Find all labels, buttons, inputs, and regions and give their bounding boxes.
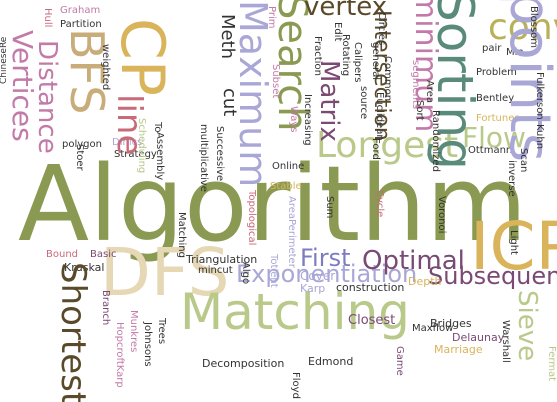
word-vertex: vertex xyxy=(304,0,387,20)
word-edit: Edit xyxy=(332,22,342,41)
word-karp: Karp xyxy=(300,283,325,294)
word-mincut: mincut xyxy=(198,266,233,276)
word-source: To xyxy=(152,122,162,133)
word-segments: Calipers xyxy=(352,42,362,83)
word-stoer: Assembly xyxy=(154,132,164,180)
word-depth: Depth xyxy=(408,276,442,287)
word-hopcroftkarp: Branch xyxy=(100,290,110,325)
word-trees: Johnsons xyxy=(142,322,152,367)
word-meth: Meth xyxy=(218,14,236,59)
word-delaunay: Delaunay xyxy=(452,332,504,343)
word-cp: CP xyxy=(112,18,172,96)
word-game: Fulkerson xyxy=(534,72,544,120)
word-multiplicative: Trees xyxy=(156,318,166,344)
word-increasing: Subset xyxy=(270,64,280,98)
word-subsequence: Subsequence xyxy=(428,264,557,288)
word-maxflow: Maxflow xyxy=(412,324,453,334)
word-general: general xyxy=(370,42,380,80)
word-first: First xyxy=(300,246,351,270)
word-bound: Bound xyxy=(46,250,78,260)
word-algo: Algo xyxy=(240,262,250,284)
word-light: Light xyxy=(508,230,518,255)
word-areaperimeter: AreaPerimeter xyxy=(286,196,296,268)
word-johnsons: Munkres xyxy=(128,310,138,352)
word-marriage: Marriage xyxy=(434,344,483,355)
word-inverse: Area xyxy=(424,80,434,103)
word-cut: cut xyxy=(220,88,238,116)
word-theorem: source xyxy=(358,86,368,119)
word-graham: Graham xyxy=(60,6,100,16)
word-online: Online xyxy=(272,162,304,172)
word-ways: Ways xyxy=(288,106,298,133)
word-kuhn: Scan xyxy=(518,148,528,172)
word-euclidean: Euclidean xyxy=(374,92,384,141)
word-successive: multiplicative xyxy=(198,124,208,192)
word-decomposition: Decomposition xyxy=(202,358,284,369)
word-subset: Totient xyxy=(268,254,278,288)
word-closest: Closest xyxy=(348,314,395,327)
word-fulkerson: Kuhn xyxy=(534,124,544,149)
word-branch: Matching xyxy=(176,212,186,258)
word-circles: Circles xyxy=(376,12,386,45)
word-sum: Sum xyxy=(324,196,334,218)
word-totient: Topological xyxy=(246,190,256,245)
word-fermat: Fermat xyxy=(546,346,556,381)
word-construction: construction xyxy=(336,282,404,293)
word-munkres: HopcroftKarp xyxy=(114,322,124,388)
word-area: Sort xyxy=(414,100,424,121)
word-floyd: Fraction xyxy=(312,36,322,76)
word-cover: Cover xyxy=(300,270,335,282)
word-shortest: Shortest xyxy=(56,262,90,402)
word-cycle: Floyd xyxy=(290,372,300,399)
word-vertices: Vertices xyxy=(8,30,36,142)
word-warshall: Game xyxy=(394,346,404,376)
word-fraction: Scheduling xyxy=(136,118,146,173)
word-ford: Ford xyxy=(370,138,380,160)
word-prim: Prim xyxy=(266,6,276,29)
word-matching: Matching xyxy=(180,287,410,337)
word-basic: Basic xyxy=(90,250,116,260)
word-cost: Voronoi xyxy=(436,196,446,233)
word-to: Randomized xyxy=(430,110,440,172)
word-calipers: Increasing xyxy=(302,94,312,146)
word-technique: Warshall xyxy=(500,320,510,363)
word-blossom: Blossom xyxy=(528,6,538,48)
word-sieve: Sieve xyxy=(514,290,540,361)
word-assembly: Successive xyxy=(214,126,224,181)
word-edmond: Edmond xyxy=(308,356,353,367)
word-topological: Stoer xyxy=(74,144,84,171)
word-scan: inverse xyxy=(506,160,516,197)
word-weighted: weighted xyxy=(100,44,110,90)
word-randomized: Hull xyxy=(42,8,52,27)
word-voronoi: Cycle xyxy=(374,190,384,217)
